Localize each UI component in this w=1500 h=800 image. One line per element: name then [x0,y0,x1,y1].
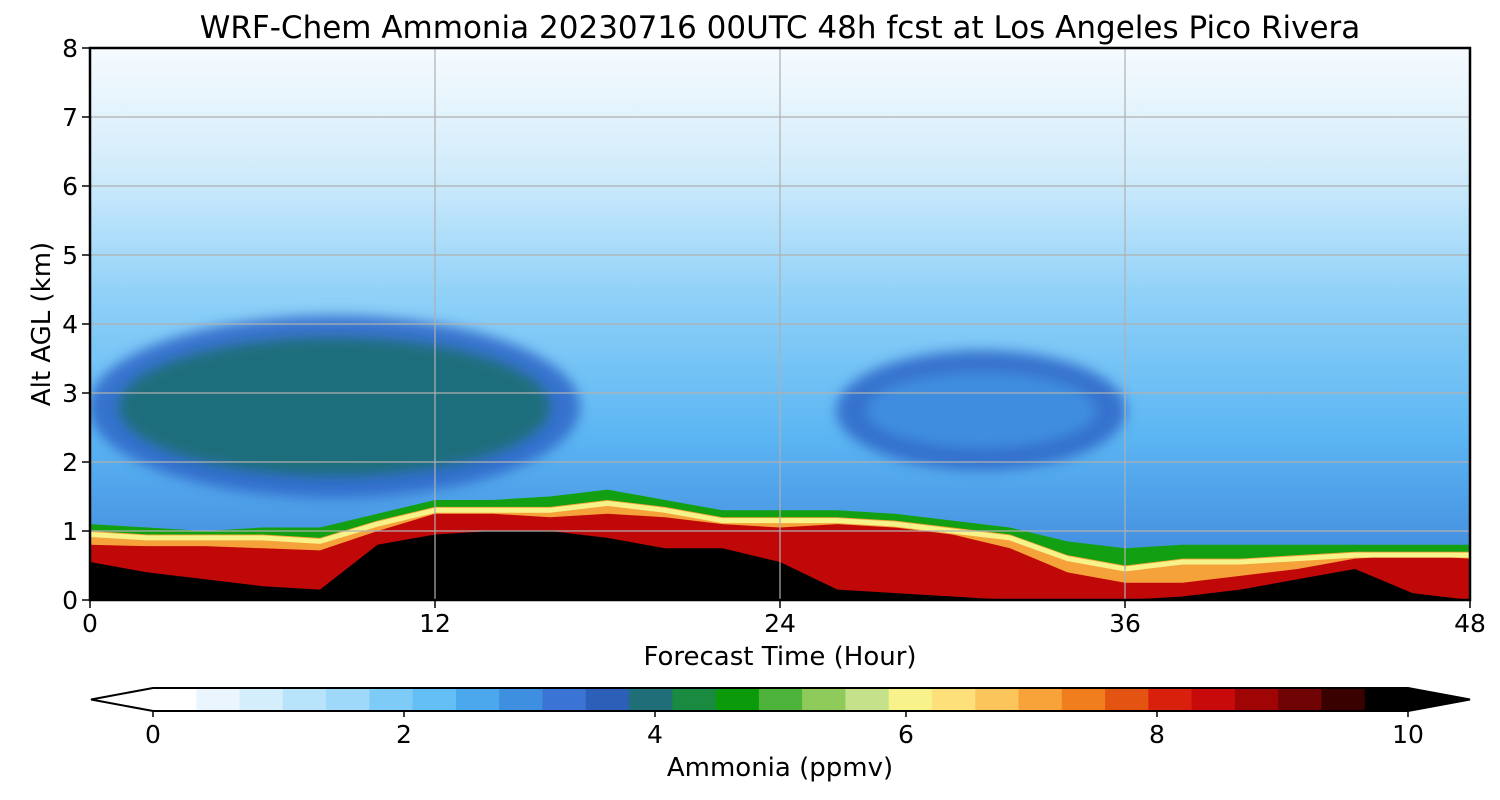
colorbar-tick-label-2: 2 [396,720,412,749]
colorbar-ticks: 0 2 4 6 8 10 [145,711,1424,749]
colorbar-swatch [629,688,673,711]
colorbar-label: Ammonia (ppmv) [667,753,893,783]
y-tick-label-5: 5 [62,241,78,270]
colorbar-swatch [1321,688,1366,711]
colorbar-tick-label-6: 6 [898,720,914,749]
colorbar-swatch [499,688,544,711]
x-tick-label-24: 24 [764,609,796,638]
colorbar-swatch [672,688,717,711]
colorbar-swatch [1148,688,1193,711]
x-tick-label-48: 48 [1454,609,1486,638]
y-tick-label-1: 1 [62,517,78,546]
y-tick-label-2: 2 [62,448,78,477]
x-tick-label-36: 36 [1109,609,1141,638]
colorbar [90,687,1471,712]
x-tick-label-12: 12 [419,609,451,638]
colorbar-swatch [931,688,976,711]
y-tick-label-0: 0 [62,586,78,615]
colorbar-swatch [455,688,500,711]
colorbar-extend-high [1408,688,1470,711]
colorbar-swatch [153,688,197,711]
y-tick-label-8: 8 [62,34,78,63]
colorbar-swatch [542,688,587,711]
colorbar-tick-label-8: 8 [1149,720,1165,749]
x-tick-label-0: 0 [82,609,98,638]
y-tick-label-3: 3 [62,379,78,408]
colorbar-tick-label-4: 4 [647,720,663,749]
colorbar-swatch [1061,688,1106,711]
colorbar-swatch [758,688,803,711]
colorbar-swatch [888,688,933,711]
colorbar-swatch [196,688,241,711]
y-axis: 0 1 2 3 4 5 6 7 8 [62,34,90,615]
colorbar-swatch [369,688,414,711]
colorbar-swatch [1105,688,1149,711]
colorbar-swatch [282,688,327,711]
colorbar-swatch [1191,688,1236,711]
colorbar-tick-label-10: 10 [1392,720,1424,749]
blob-green-aloft [90,315,580,498]
colorbar-swatch [715,688,760,711]
y-tick-label-7: 7 [62,103,78,132]
colorbar-extend-low [91,688,153,711]
x-axis-label: Forecast Time (Hour) [643,642,916,672]
colorbar-swatch [1234,688,1279,711]
plot-area [90,48,1470,600]
y-tick-label-4: 4 [62,310,78,339]
colorbar-swatch [412,688,457,711]
y-tick-label-6: 6 [62,172,78,201]
colorbar-swatch [585,688,630,711]
colorbar-tick-label-0: 0 [145,720,161,749]
colorbar-swatch [975,688,1020,711]
colorbar-swatch [326,688,370,711]
colorbar-swatch [1278,688,1323,711]
colorbar-swatch [802,688,847,711]
chart-title: WRF-Chem Ammonia 20230716 00UTC 48h fcst… [200,10,1361,46]
x-axis: 0 12 24 36 48 [82,600,1486,638]
y-axis-label: Alt AGL (km) [27,242,57,406]
aloft-features [90,315,1127,498]
gridlines [90,48,1470,600]
blob-blue-aloft [836,350,1127,471]
colorbar-swatch [239,688,284,711]
colorbar-swatch [1364,688,1409,711]
colorbar-swatch [1018,688,1063,711]
colorbar-swatch [845,688,890,711]
